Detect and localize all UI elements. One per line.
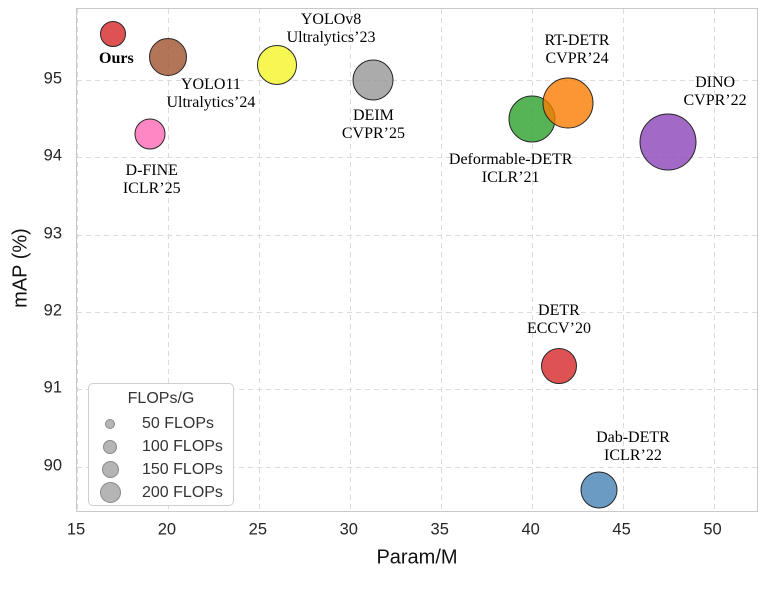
gridline-x-25 <box>258 9 260 511</box>
x-axis-label: Param/M <box>376 546 458 569</box>
legend-row-50-flops: 50 FLOPs <box>89 412 233 435</box>
gridline-x-35 <box>440 9 442 511</box>
legend-bubble-icon-0 <box>105 418 115 429</box>
x-tick-15: 15 <box>66 520 86 539</box>
gridline-x-50 <box>713 9 715 511</box>
legend-item-label: 200 FLOPs <box>142 483 223 501</box>
gridline-y-91 <box>77 389 757 391</box>
legend-items: 50 FLOPs 100 FLOPs 150 FLOPs 200 FLOPs <box>89 412 233 504</box>
legend-bubble-icon-2 <box>101 461 119 478</box>
gridline-x-40 <box>531 9 533 511</box>
x-tick-45: 45 <box>612 520 631 539</box>
bubble-deim <box>352 59 394 101</box>
label-ours: Ours <box>99 49 134 67</box>
gridline-x-30 <box>349 9 351 511</box>
bubble-dab-detr <box>580 471 618 509</box>
y-tick-92: 92 <box>43 301 62 320</box>
x-tick-50: 50 <box>703 520 722 539</box>
y-tick-94: 94 <box>43 146 62 165</box>
legend-item-label: 50 FLOPs <box>142 414 215 432</box>
x-tick-20: 20 <box>157 520 177 539</box>
y-tick-91: 91 <box>43 378 62 397</box>
plot-area: Ours YOLO11 Ultralytics’24 YOLOv8 Ultralyt… <box>76 8 758 512</box>
y-axis-label: mAP (%) <box>9 228 32 308</box>
label-dino: DINO CVPR’22 <box>683 73 747 109</box>
bubble-dino <box>639 113 697 171</box>
label-deformable-detr: Deformable-DETR ICLR’21 <box>448 150 573 186</box>
label-rt-detr: RT-DETR CVPR’24 <box>544 32 610 68</box>
gridline-x-15 <box>77 9 78 511</box>
annotation-layer: Ours YOLO11 Ultralytics’24 YOLOv8 Ultralyt… <box>77 9 757 511</box>
gridline-y-95 <box>77 80 757 82</box>
gridline-x-20 <box>167 9 169 511</box>
legend-bubble-icon-1 <box>103 439 117 454</box>
bubble-detr <box>540 348 577 385</box>
x-tick-35: 35 <box>430 520 449 539</box>
legend-row-200-flops: 200 FLOPs <box>89 481 233 504</box>
gridline-y-90 <box>77 466 757 468</box>
legend-row-100-flops: 100 FLOPs <box>89 435 233 458</box>
y-tick-95: 95 <box>43 69 62 88</box>
gridline-y-93 <box>77 234 757 236</box>
label-deim: DEIM CVPR’25 <box>341 107 405 143</box>
x-tick-25: 25 <box>248 520 268 539</box>
bubble-yolo11 <box>148 37 187 76</box>
legend-item-label: 100 FLOPs <box>142 437 223 455</box>
legend-marker-cell-1 <box>89 439 131 454</box>
legend-marker-cell-2 <box>89 461 131 478</box>
bubble-d-fine <box>134 118 166 150</box>
bubble-layer <box>77 9 757 511</box>
label-dab-detr: Dab-DETR ICLR’22 <box>596 428 670 464</box>
legend-item-label: 150 FLOPs <box>142 460 223 478</box>
bubble-rt-detr <box>542 77 594 129</box>
gridline-x-45 <box>622 9 624 511</box>
legend-title: FLOPs/G <box>127 390 195 407</box>
gridline-y-92 <box>77 312 757 314</box>
y-tick-93: 93 <box>43 224 62 243</box>
legend-bubble-icon-3 <box>99 482 121 503</box>
legend-row-150-flops: 150 FLOPs <box>89 458 233 481</box>
x-tick-30: 30 <box>339 520 358 539</box>
grid-layer <box>77 9 757 511</box>
label-yolov8: YOLOv8 Ultralytics’23 <box>286 10 376 46</box>
legend-marker-cell-3 <box>89 482 131 503</box>
legend-marker-cell-0 <box>89 418 131 429</box>
label-yolo11: YOLO11 Ultralytics’24 <box>166 75 256 111</box>
label-detr: DETR ECCV’20 <box>526 302 591 338</box>
flops-legend: FLOPs/G 50 FLOPs 100 FLOPs 150 FLOPs 200 FL… <box>88 383 234 506</box>
x-tick-40: 40 <box>521 520 540 539</box>
bubble-yolov8 <box>257 44 298 85</box>
bubble-ours <box>100 20 127 47</box>
gridline-y-94 <box>77 157 757 159</box>
label-d-fine: D-FINE ICLR’25 <box>122 162 181 198</box>
y-tick-90: 90 <box>43 456 62 475</box>
